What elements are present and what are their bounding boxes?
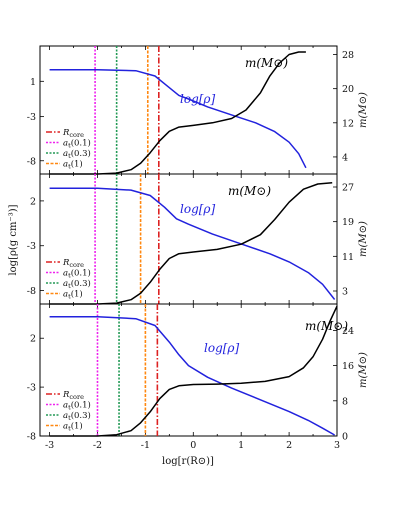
legend-label: at(0.3) [63,278,91,290]
y-tick-label-right: 11 [342,252,354,263]
panels: 1-3-82820124m(M⊙)log[ρ]m(M⊙)Rcoreat(0.1)… [27,45,369,451]
y-tick-label-right: 20 [342,84,354,95]
density-curve [49,315,335,436]
y-tick-label-right: 4 [342,152,348,163]
x-axis-label: log[r(R⊙)] [162,456,214,467]
legend-label: Rcore [62,128,84,139]
y-tick-label-right: 3 [342,287,348,298]
legend-label: at(1) [63,159,83,171]
mass-annotation: m(M⊙) [245,56,288,70]
legend-label: at(0.1) [63,138,91,150]
y-tick-label-left: -8 [27,432,36,443]
mass-annotation: m(M⊙) [228,184,271,198]
panel-middle: 2 -3 -8 27 19 11 3 m(M⊙) log[ρ] m(M⊙) Rcoreat(0.1)… [27,173,369,305]
y-tick-label-right: 0 [342,432,348,443]
x-tick-label: 0 [190,440,196,451]
density-annotation: log[ρ] [180,92,215,106]
legend-label: at(0.3) [63,148,91,160]
y-tick-label-right: 12 [342,118,354,129]
y-tick-label-left: 1 [30,77,36,88]
y-tick-label-right: 28 [342,50,354,61]
x-tick-label: 2 [286,440,292,451]
y-axis-label-right: m(M⊙) [358,221,369,257]
y-tick-label-right: 27 [342,183,354,194]
y-tick-label-left: 2 [30,196,36,207]
density-annotation: log[ρ] [204,341,239,355]
y-tick-label-right: 24 [342,326,354,337]
legend-label: Rcore [62,258,84,269]
legend-label: Rcore [62,390,84,401]
y-axis-label-right: m(M⊙) [358,92,369,128]
density-curve [49,187,336,300]
y-tick-label-left: -8 [27,286,36,297]
panel-frame [39,303,338,437]
legend-label: at(1) [63,421,83,433]
y-tick-label-left: -3 [27,383,36,394]
x-tick-label: 3 [334,440,340,451]
y-tick-label-right: 8 [342,396,348,407]
mass-annotation: m(M⊙) [305,319,348,333]
mass-curve [49,181,333,305]
mass-curve [49,51,306,175]
legend-label: at(1) [63,289,83,301]
y-tick-label-left: -8 [27,156,36,167]
panel-top: 1 -3 -8 28 20 12 4 m(M⊙) log[ρ] m(M⊙) Rcoreat(0.1)… [27,45,369,175]
legend-label: at(0.1) [63,400,91,412]
x-tick-label: -2 [93,440,102,451]
y-tick-label-left: 2 [30,334,36,345]
y-tick-label-left: -3 [27,112,36,123]
y-tick-label-left: -3 [27,241,36,252]
density-annotation: log[ρ] [180,202,215,216]
y-tick-label-right: 16 [342,361,354,372]
mass-curve [49,305,338,437]
y-axis-label-left: log[ρ(g cm⁻³)] [8,204,19,275]
legend-label: at(0.1) [63,268,91,280]
legend-label: at(0.3) [63,410,91,422]
x-tick-label: -1 [141,440,150,451]
y-axis-label-right: m(M⊙) [358,352,369,388]
x-tick-label: -3 [45,440,54,451]
x-tick-label: 1 [238,440,244,451]
y-tick-label-right: 19 [342,217,354,228]
density-curve [49,69,307,169]
panel-bottom: 2-3-8241680m(M⊙)log[ρ]m(M⊙)Rcoreat(0.1)a… [27,303,369,451]
